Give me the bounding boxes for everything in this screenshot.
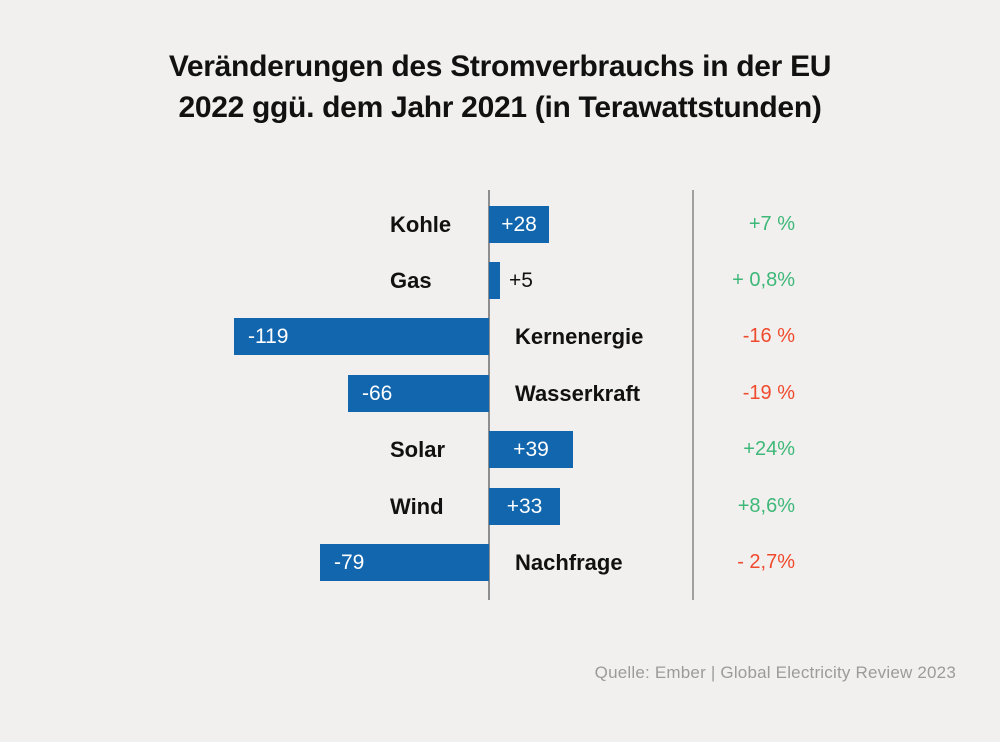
chart-title: Veränderungen des Stromverbrauchs in der…: [0, 46, 1000, 128]
bar-gas: [489, 262, 500, 299]
percent-label-kohle: +7 %: [748, 213, 795, 235]
bar-value-label: +5: [509, 269, 533, 292]
bar-value-label: -79: [334, 550, 365, 574]
bar-value-label: +33: [506, 494, 543, 518]
bar-kohle: +28: [489, 206, 549, 243]
chart-title-line1: Veränderungen des Stromverbrauchs in der…: [168, 50, 832, 83]
percent-label-wasserkraft: -19 %: [742, 382, 795, 404]
percent-label-gas: + 0,8%: [732, 269, 795, 291]
category-label-kernenergie: Kernenergie: [515, 324, 644, 349]
bar-value-label: -119: [248, 324, 289, 348]
category-label-nachfrage: Nachfrage: [515, 550, 623, 575]
category-label-kohle: Kohle: [390, 212, 452, 237]
bar-wasserkraft: -66: [348, 375, 489, 412]
source-credit: Quelle: Ember | Global Electricity Revie…: [594, 663, 956, 682]
zero-axis-line: [488, 190, 490, 600]
bar-value-label: -66: [362, 381, 393, 405]
bar-value-label: +39: [513, 437, 549, 461]
percent-label-wind: +8,6%: [737, 495, 795, 517]
category-label-solar: Solar: [390, 437, 446, 462]
bar-wind: +33: [489, 488, 560, 525]
bar-value-label: +28: [501, 212, 537, 236]
percent-label-solar: +24%: [743, 438, 795, 460]
percent-label-kernenergie: -16 %: [742, 325, 795, 347]
bar-solar: +39: [489, 431, 573, 468]
divider-line: [692, 190, 694, 600]
category-label-wasserkraft: Wasserkraft: [515, 381, 641, 406]
category-label-gas: Gas: [390, 268, 432, 293]
percent-label-nachfrage: - 2,7%: [737, 551, 795, 573]
chart-title-line2: 2022 ggü. dem Jahr 2021 (in Terawattstun…: [178, 91, 822, 124]
bar-kernenergie: -119: [234, 318, 489, 355]
bar-nachfrage: -79: [320, 544, 489, 581]
category-label-wind: Wind: [390, 494, 444, 519]
